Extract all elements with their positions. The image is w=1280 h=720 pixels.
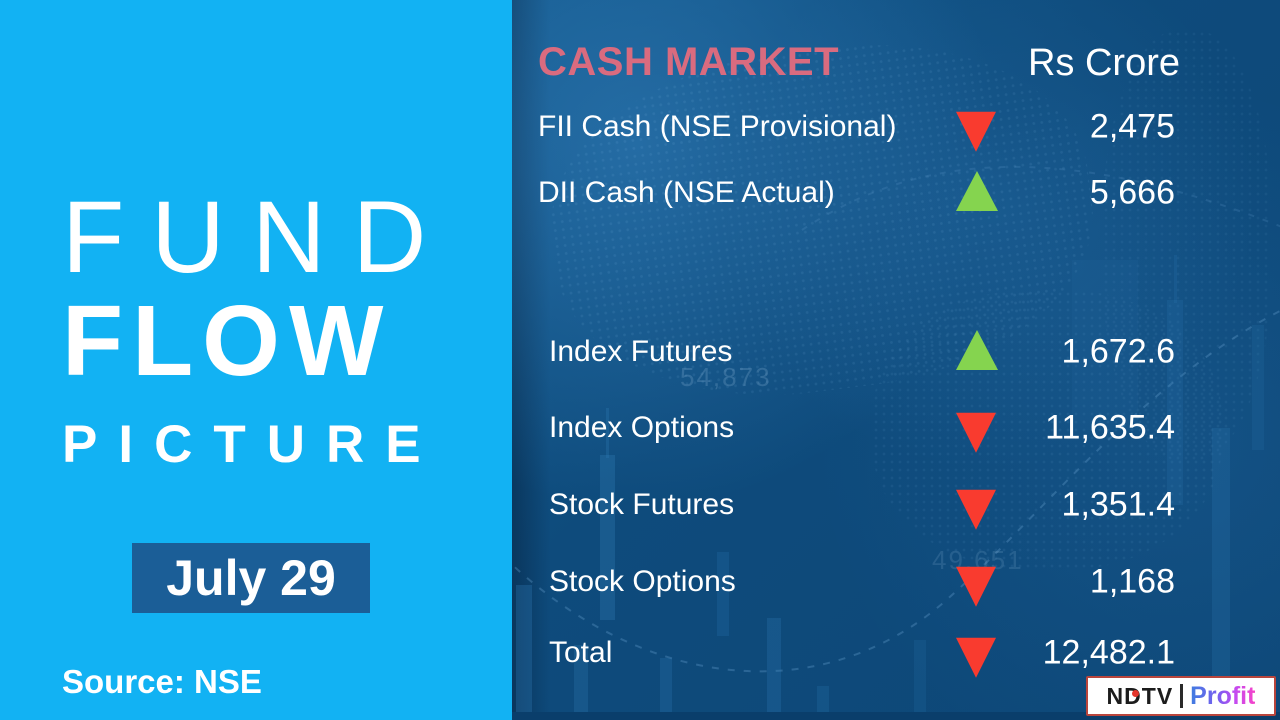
unit-header: Rs Crore: [1027, 42, 1180, 84]
background-index-number: 54,873: [680, 362, 772, 392]
row-value: 12,482.1: [1042, 633, 1175, 672]
candlestick-decoration: [717, 552, 729, 636]
data-row: FII Cash (NSE Provisional) 2,475: [512, 104, 1280, 152]
date-badge: July 29: [132, 543, 370, 613]
data-row: Stock Futures 1,351.4: [512, 482, 1280, 530]
down-triangle-icon: [956, 412, 996, 453]
candlestick-decoration: [1072, 260, 1138, 430]
candlestick-decoration: [1167, 300, 1183, 505]
row-label: Total: [549, 636, 613, 669]
candlestick-wick-decoration: [606, 408, 609, 458]
down-triangle-icon: [956, 637, 996, 678]
candlestick-wick-decoration: [1174, 255, 1177, 303]
table-title: CASH MARKET: [538, 40, 840, 84]
candlestick-decoration: [1252, 325, 1264, 450]
data-row: Index Options 11,635.4: [512, 405, 1280, 453]
ndtv-wordmark: NDTV: [1106, 682, 1174, 709]
profit-wordmark: Profit: [1190, 681, 1256, 710]
row-label: Stock Futures: [549, 488, 735, 521]
data-row: Total 12,482.1: [512, 630, 1280, 678]
candlestick-decoration: [516, 585, 532, 720]
page-title: FUND FLOW PICTURE: [62, 186, 453, 475]
row-value: 2,475: [1089, 107, 1175, 146]
row-label: FII Cash (NSE Provisional): [538, 110, 897, 143]
row-label: DII Cash (NSE Actual): [538, 176, 835, 209]
data-row: Stock Options 1,168: [512, 559, 1280, 607]
candlestick-decoration: [660, 658, 672, 720]
source-label: Source: NSE: [62, 663, 262, 700]
row-value: 1,672.6: [1061, 332, 1175, 371]
candlestick-decoration: [1212, 428, 1230, 720]
title-line-flow: FLOW: [62, 285, 393, 397]
data-row: Index Futures 1,672.6: [512, 329, 1280, 375]
down-triangle-icon: [956, 566, 996, 607]
data-panel: 54,873 49,651 CASH MARKET Rs Crore FII C…: [512, 0, 1280, 720]
row-value: 11,635.4: [1045, 408, 1175, 447]
candlestick-decoration: [767, 618, 781, 720]
title-line-fund: FUND: [62, 180, 454, 294]
row-label: Index Options: [549, 411, 735, 444]
ndtv-red-dot-icon: [1131, 689, 1139, 697]
row-value: 1,351.4: [1061, 485, 1175, 524]
logo-divider: [1180, 684, 1184, 708]
down-triangle-icon: [956, 489, 996, 530]
row-label: Stock Options: [549, 565, 736, 598]
row-label: Index Futures: [549, 335, 733, 368]
candlestick-decoration: [914, 640, 926, 720]
data-row: DII Cash (NSE Actual) 5,666: [512, 170, 1280, 216]
bottom-edge-strip: [512, 712, 1280, 720]
candlestick-decoration: [817, 686, 829, 720]
row-value: 5,666: [1089, 173, 1175, 212]
candlestick-decoration: [574, 645, 588, 720]
left-panel: FUND FLOW PICTURE July 29 Source: NSE: [0, 0, 512, 720]
up-triangle-icon: [956, 330, 998, 370]
candlestick-decoration: [600, 455, 615, 620]
down-triangle-icon: [956, 111, 996, 152]
row-value: 1,168: [1089, 562, 1175, 601]
up-triangle-icon: [956, 171, 998, 211]
ndtv-profit-logo: NDTV Profit: [1086, 676, 1276, 716]
title-line-picture: PICTURE: [62, 415, 442, 474]
